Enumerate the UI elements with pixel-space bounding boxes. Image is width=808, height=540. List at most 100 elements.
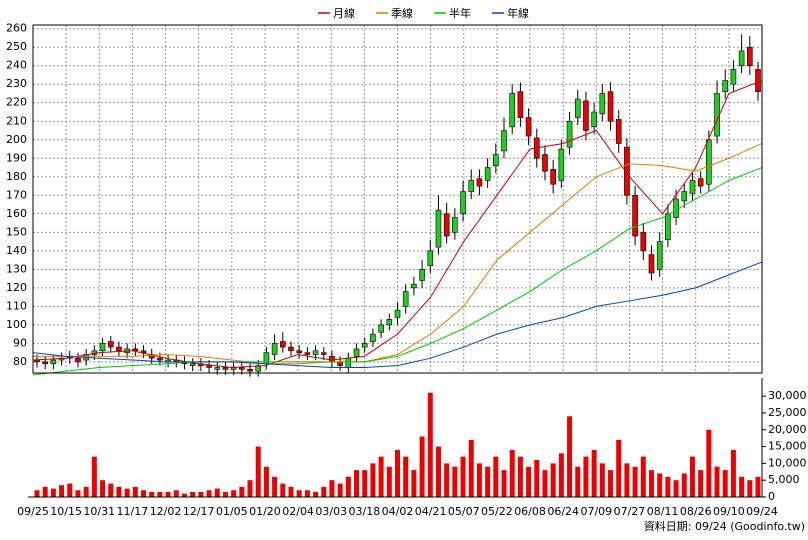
volume-bar (321, 486, 327, 497)
candle-body (738, 50, 745, 67)
volume-bar (239, 486, 245, 497)
volume-bar (206, 490, 212, 497)
volume-bar (304, 490, 310, 497)
volume-bar (222, 491, 228, 497)
candle-body (607, 91, 614, 122)
x-tick-label: 04/21 (415, 505, 447, 518)
candle-body (361, 343, 368, 348)
candle-body (239, 367, 245, 370)
candle-body (542, 154, 548, 172)
volume-bar (698, 470, 704, 497)
candle-body (279, 341, 286, 348)
candle-body (599, 93, 606, 115)
volume-bar (452, 466, 458, 497)
volume-bar (534, 460, 540, 497)
volume-bar (34, 490, 40, 497)
volume-bar (755, 476, 761, 497)
volume-bar (378, 456, 384, 497)
y2-tick-label: 15,000 (768, 440, 807, 453)
volume-bar (255, 446, 261, 497)
candle-body (140, 350, 147, 353)
candle-body (550, 169, 556, 185)
candle-body (632, 194, 638, 237)
volume-bar (747, 480, 753, 497)
candle-body (435, 209, 442, 248)
volume-bar (288, 486, 294, 497)
volume-bar (526, 466, 532, 497)
volume-bar (181, 493, 187, 497)
volume-bar (214, 488, 220, 497)
candle-body (484, 167, 491, 181)
x-tick-label: 08/26 (680, 505, 712, 518)
volume-bar (657, 473, 663, 497)
x-tick-label: 12/17 (183, 505, 215, 518)
candle-body (493, 154, 499, 166)
candle-body (419, 269, 425, 281)
candle-body (394, 309, 401, 318)
volume-bar (722, 470, 728, 497)
x-tick-label: 07/27 (614, 505, 646, 518)
volume-bar (67, 483, 73, 497)
volume-bar (59, 485, 65, 497)
x-tick-label: 05/07 (448, 505, 480, 518)
volume-bar (493, 456, 499, 497)
volume-bar (296, 490, 302, 497)
y-tick-label: 110 (6, 299, 27, 312)
volume-bar (280, 483, 286, 497)
y2-tick-label: 5,000 (768, 473, 800, 486)
volume-bar (100, 480, 106, 497)
volume-bar (501, 470, 507, 497)
candle-body (583, 100, 589, 131)
candle-body (288, 346, 294, 352)
candle-body (730, 69, 737, 85)
volume-bar (83, 486, 89, 497)
candle-body (640, 232, 647, 252)
y-tick-label: 230 (6, 77, 27, 90)
y-tick-label: 180 (6, 170, 27, 183)
volume-bar (419, 436, 425, 497)
volume-bar (198, 491, 204, 497)
volume-bar (624, 463, 630, 497)
volume-bar (411, 470, 417, 497)
volume-bar (665, 476, 671, 497)
candle-body (222, 367, 229, 370)
volume-bar (460, 456, 466, 497)
volume-bar (632, 466, 638, 497)
volume-bar (165, 491, 171, 497)
y-tick-label: 240 (6, 59, 27, 72)
volume-bar (173, 490, 179, 497)
candle-body (468, 180, 475, 192)
volume-bar (714, 466, 720, 497)
volume-bar (141, 490, 147, 497)
volume-bar (427, 392, 433, 497)
legend-label: 年線 (507, 6, 529, 20)
volume-bar (739, 476, 745, 497)
candle-body (591, 111, 597, 128)
candle-body (148, 354, 155, 359)
y-tick-label: 170 (6, 188, 27, 201)
x-tick-label: 10/15 (50, 505, 82, 518)
volume-bar (542, 470, 548, 497)
candle-body (509, 93, 516, 128)
y-tick-label: 190 (6, 151, 27, 164)
x-tick-label: 05/22 (481, 505, 513, 518)
x-tick-label: 09/24 (746, 505, 778, 518)
y-tick-label: 80 (13, 355, 27, 368)
x-tick-label: 02/04 (282, 505, 314, 518)
candle-body (517, 91, 524, 118)
candle-body (312, 350, 319, 355)
moving-average (33, 143, 763, 365)
volume-bar (435, 446, 441, 497)
volume-bar (706, 429, 712, 497)
volume-bar (263, 466, 269, 497)
y2-tick-label: 30,000 (768, 389, 807, 402)
candle-body (443, 213, 450, 237)
y2-tick-label: 10,000 (768, 456, 807, 469)
x-tick-label: 03/03 (315, 505, 347, 518)
volume-bar (116, 486, 122, 497)
candle-body (271, 343, 278, 355)
volume-bar (558, 453, 564, 497)
volume-bar (231, 490, 237, 497)
volume-bar (403, 456, 409, 497)
